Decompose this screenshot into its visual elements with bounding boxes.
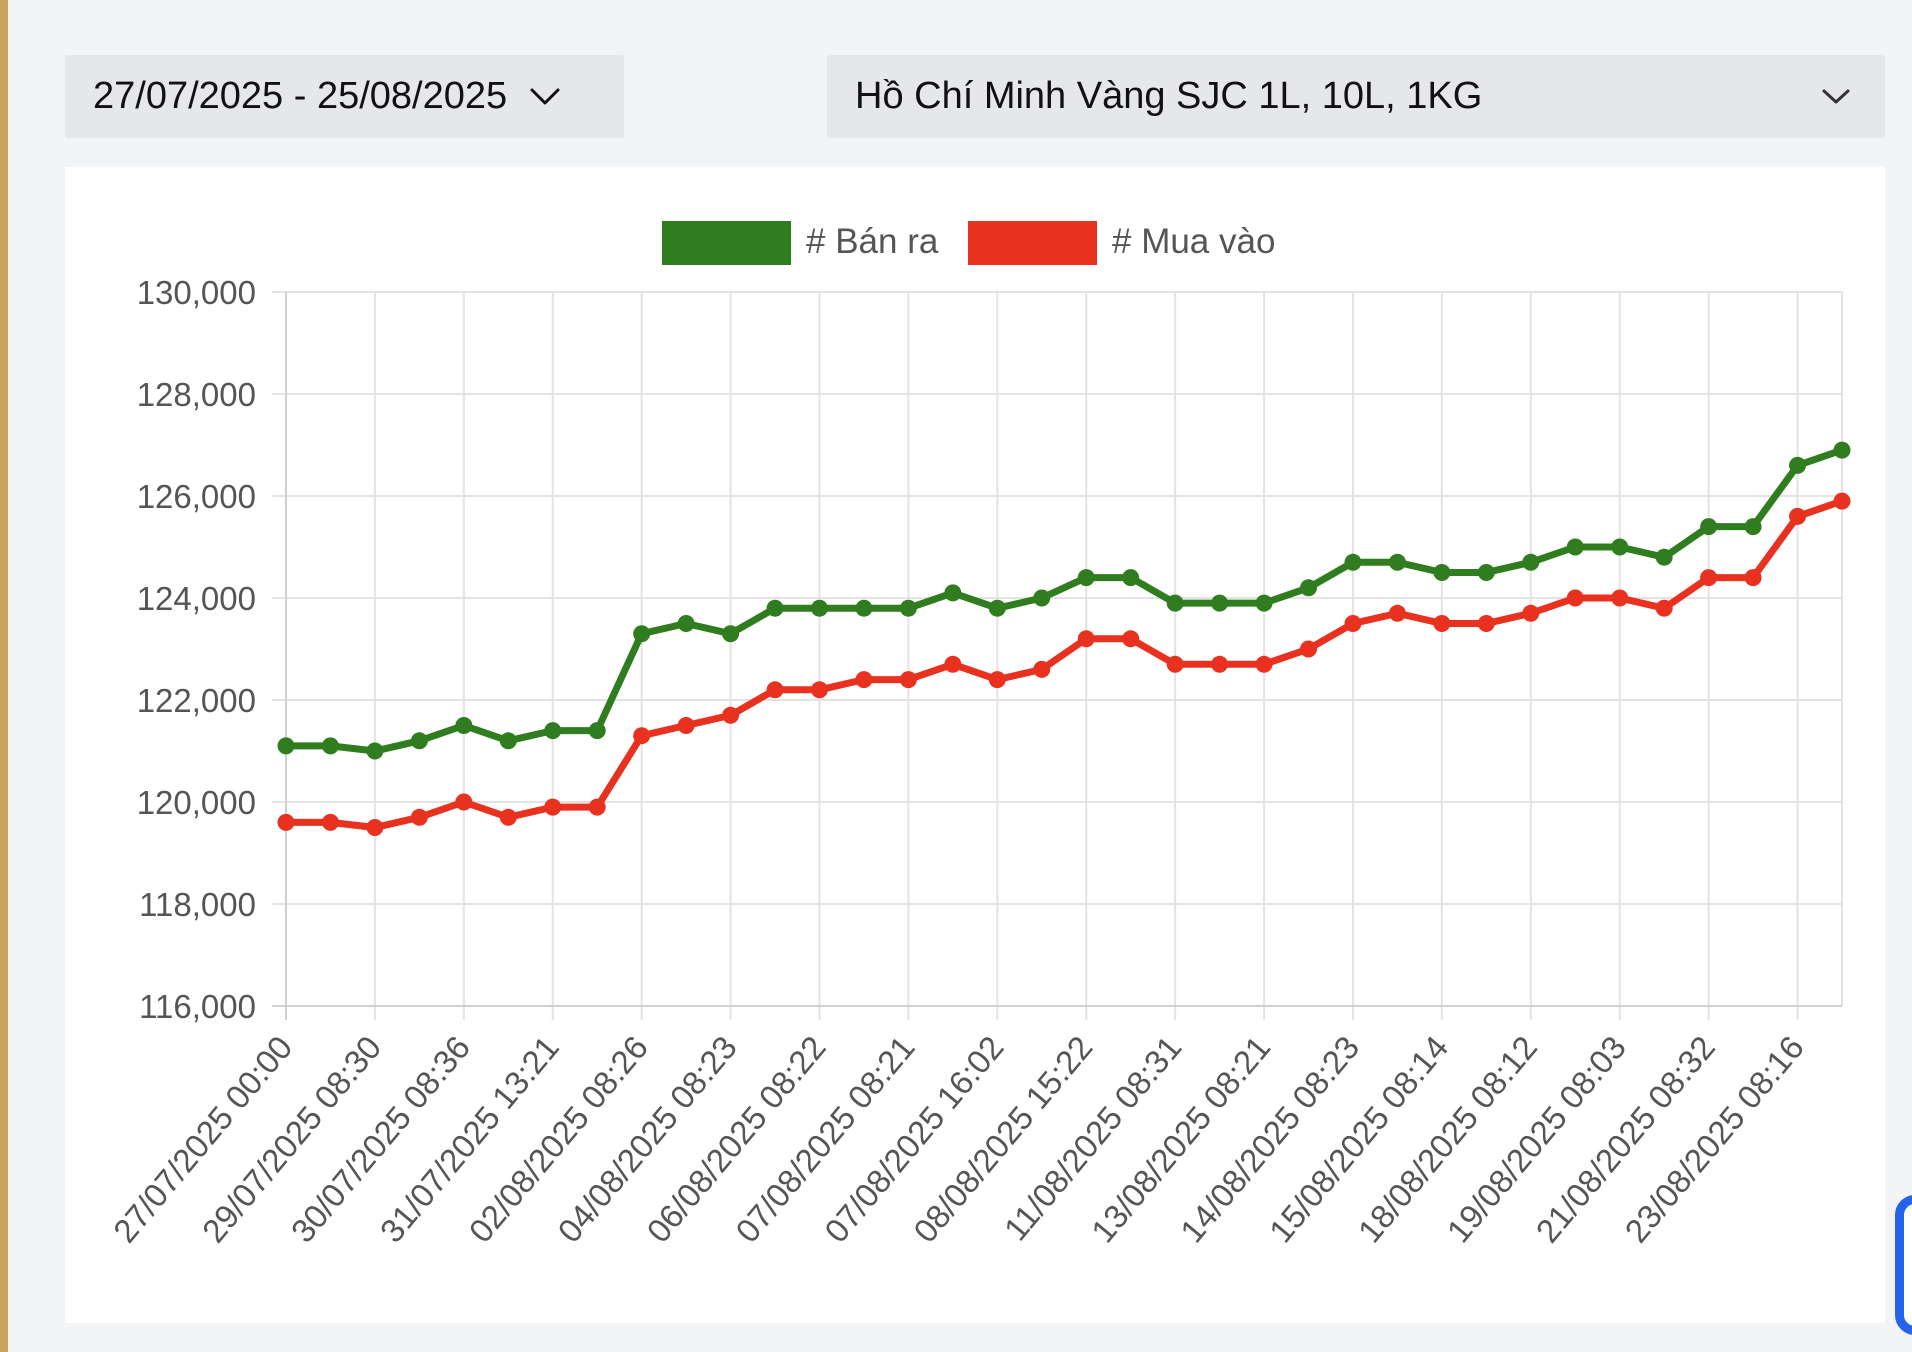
data-point-ban-ra [1255, 594, 1273, 612]
y-tick-label: 128,000 [137, 376, 256, 413]
chevron-down-icon [1821, 88, 1851, 106]
data-point-mua-vao [1655, 599, 1673, 617]
data-point-ban-ra [1388, 553, 1406, 571]
data-point-mua-vao [410, 808, 428, 826]
data-point-mua-vao [677, 717, 695, 734]
data-point-ban-ra [321, 737, 339, 755]
data-point-mua-vao [1077, 630, 1095, 648]
data-point-mua-vao [544, 798, 562, 816]
data-point-ban-ra [277, 737, 295, 755]
data-point-ban-ra [544, 722, 562, 740]
data-point-ban-ra [899, 599, 917, 617]
data-point-ban-ra [1789, 456, 1807, 474]
data-point-mua-vao [1566, 589, 1584, 607]
chart-gridlines [272, 291, 1843, 1020]
data-point-mua-vao [1477, 615, 1495, 632]
data-point-ban-ra [855, 599, 873, 617]
y-tick-label: 116,000 [139, 988, 256, 1025]
data-point-ban-ra [1033, 589, 1051, 607]
left-accent-border [0, 0, 8, 1352]
data-point-mua-vao [1300, 640, 1318, 658]
data-point-mua-vao [277, 813, 295, 831]
chevron-down-icon [529, 87, 561, 107]
data-point-ban-ra [1211, 594, 1229, 612]
data-point-ban-ra [499, 732, 517, 750]
data-point-ban-ra [1611, 538, 1629, 556]
data-point-ban-ra [1300, 579, 1318, 597]
data-point-mua-vao [1522, 604, 1540, 622]
y-tick-label: 118,000 [139, 886, 256, 923]
data-point-ban-ra [1344, 553, 1362, 571]
data-point-ban-ra [1122, 569, 1140, 587]
data-point-ban-ra [1522, 553, 1540, 571]
data-point-mua-vao [1611, 589, 1629, 607]
y-tick-label: 130,000 [137, 274, 256, 311]
data-point-ban-ra [1700, 518, 1718, 536]
data-point-ban-ra [1744, 518, 1762, 536]
data-point-mua-vao [1344, 615, 1362, 632]
data-point-mua-vao [633, 727, 651, 745]
data-point-ban-ra [1566, 538, 1584, 556]
data-point-mua-vao [1789, 507, 1807, 525]
data-point-mua-vao [722, 706, 740, 724]
price-line-chart: # Bán ra # Mua vào 130,000 128,000 126,000… [106, 221, 1851, 1249]
data-point-mua-vao [321, 813, 339, 831]
data-point-mua-vao [1122, 630, 1140, 648]
data-point-mua-vao [588, 798, 606, 816]
data-point-ban-ra [766, 599, 784, 617]
data-point-ban-ra [1655, 548, 1673, 566]
data-point-mua-vao [455, 793, 473, 811]
data-point-mua-vao [899, 671, 917, 689]
date-range-dropdown[interactable]: 27/07/2025 - 25/08/2025 [65, 55, 624, 138]
price-chart-card: # Bán ra # Mua vào 130,000 128,000 126,000… [65, 167, 1885, 1323]
data-point-ban-ra [633, 625, 651, 643]
data-point-ban-ra [1433, 564, 1451, 581]
data-point-mua-vao [499, 808, 517, 826]
data-point-ban-ra [1166, 594, 1184, 612]
data-point-mua-vao [1033, 660, 1051, 678]
chart-series [277, 441, 1851, 836]
date-range-value: 27/07/2025 - 25/08/2025 [93, 75, 508, 117]
data-point-ban-ra [1077, 569, 1095, 587]
floating-action-button[interactable] [1895, 1195, 1912, 1335]
data-point-ban-ra [1477, 564, 1495, 581]
data-point-mua-vao [944, 655, 962, 673]
y-tick-label: 122,000 [137, 682, 256, 719]
data-point-ban-ra [944, 584, 962, 602]
location-product-dropdown[interactable]: Hồ Chí Minh Vàng SJC 1L, 10L, 1KG [827, 55, 1885, 138]
chart-axes: 130,000 128,000 126,000 124,000 122,000 120,0… [106, 274, 1842, 1249]
data-point-ban-ra [410, 732, 428, 750]
data-point-mua-vao [366, 819, 384, 836]
legend-swatch-mua-vao[interactable] [968, 221, 1097, 265]
data-point-ban-ra [810, 599, 828, 617]
data-point-mua-vao [1211, 655, 1229, 673]
data-point-mua-vao [1388, 604, 1406, 622]
data-point-mua-vao [988, 671, 1006, 689]
legend-label-mua-vao[interactable]: # Mua vào [1112, 222, 1275, 261]
location-product-value: Hồ Chí Minh Vàng SJC 1L, 10L, 1KG [855, 75, 1483, 117]
chart-legend: # Bán ra # Mua vào [662, 221, 1275, 265]
data-point-ban-ra [455, 717, 473, 734]
data-point-mua-vao [1433, 615, 1451, 632]
legend-swatch-ban-ra[interactable] [662, 221, 791, 265]
data-point-mua-vao [1744, 569, 1762, 587]
y-tick-label: 120,000 [137, 784, 256, 821]
data-point-mua-vao [855, 671, 873, 689]
data-point-ban-ra [677, 615, 695, 632]
data-point-ban-ra [1833, 441, 1851, 459]
y-tick-label: 124,000 [137, 580, 256, 617]
data-point-mua-vao [766, 681, 784, 699]
legend-label-ban-ra[interactable]: # Bán ra [806, 222, 939, 261]
data-point-mua-vao [810, 681, 828, 699]
data-point-ban-ra [366, 742, 384, 760]
y-tick-label: 126,000 [137, 478, 256, 515]
data-point-mua-vao [1166, 655, 1184, 673]
data-point-mua-vao [1700, 569, 1718, 587]
data-point-mua-vao [1255, 655, 1273, 673]
data-point-ban-ra [988, 599, 1006, 617]
data-point-ban-ra [722, 625, 740, 643]
data-point-ban-ra [588, 722, 606, 740]
data-point-mua-vao [1833, 492, 1851, 510]
